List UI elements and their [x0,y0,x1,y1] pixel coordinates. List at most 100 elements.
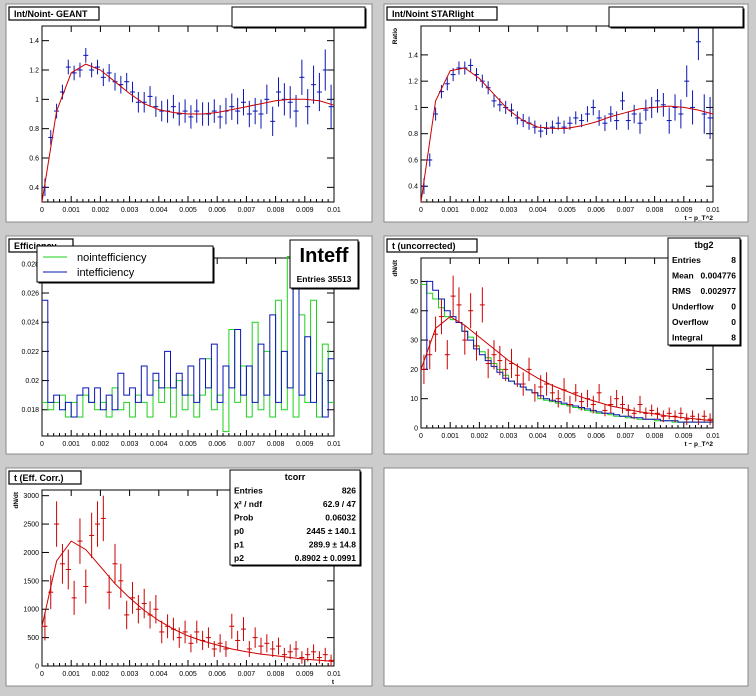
pad-title: Int/Noint STARlight [392,9,474,19]
stats-label: Prob [234,512,253,522]
pad-title: t (uncorrected) [392,241,456,251]
y-tick-label: 1 [414,105,418,112]
pad-frame [383,467,749,687]
y-tick-label: 40 [410,308,418,315]
stats-label: χ² / ndf [234,499,262,509]
y-tick-label: 30 [410,338,418,345]
x-tick-label: 0.004 [529,207,547,214]
pad-5: 0 0.001 0.002 0.003 0.004 0.005 0.006 0.007 0.00… [5,467,373,687]
pad-2: 0 0.001 0.002 0.003 0.004 0.005 0.006 0.007 0.00… [383,3,749,223]
x-tick-label: 0.001 [62,671,80,678]
title-box [386,6,498,21]
stats-label: Entries [234,485,263,495]
x-tick-label: 0.005 [558,207,576,214]
stats-value: 62.9 / 47 [323,499,356,509]
stats-value: 2445 ± 140.1 [306,526,356,536]
x-tick-label: 0.009 [296,441,314,448]
x-tick-label: 0 [40,671,44,678]
y-tick-label: 10 [410,396,418,403]
x-tick-label: 0.01 [327,207,341,214]
stats-value: 8 [731,255,736,265]
y-tick-label: 1.4 [29,38,39,45]
y-tick-label: 20 [410,367,418,374]
y-tick-label: 0.6 [29,156,39,163]
x-tick-label: 0.002 [92,671,110,678]
y-tick-label: 0 [35,664,39,671]
stats-value: 0.004776 [701,270,737,280]
x-tick-label: 0.009 [296,671,314,678]
fit-curve [41,63,335,203]
y-axis-label: Ratio [392,28,399,44]
stats-title: tcorr [285,472,306,482]
x-tick-label: 0.006 [587,433,605,440]
y-tick-label: 0.026 [21,291,39,298]
pad-4: 0 0.001 0.002 0.003 0.004 0.005 0.006 0.007 0.00… [383,235,749,455]
x-tick-label: 0.004 [529,433,547,440]
y-tick-label: 50 [410,279,418,286]
stats-value: 0.002977 [701,286,737,296]
y-tick-label: 1000 [23,607,39,614]
x-tick-label: 0.01 [327,441,341,448]
legend-label: nointefficiency [77,252,147,264]
title-box [386,238,478,253]
x-tick-label: 0.007 [617,207,635,214]
stats-value: 0 [731,301,736,311]
stats-label: Overflow [672,317,709,327]
y-axis-label: dN/dt [13,491,20,508]
pad-title: Efficiency [14,241,57,251]
title-box [8,470,82,485]
pad-frame [5,3,373,223]
x-axis-label: t ~ p_T^2 [684,214,713,222]
x-tick-label: 0 [419,207,423,214]
x-tick-label: 0.001 [441,207,459,214]
x-tick-label: 0.01 [706,433,720,440]
y-tick-label: 0.018 [21,407,39,414]
stats-value: 289.9 ± 14.8 [309,539,356,549]
stats-box [667,237,741,346]
x-tick-label: 0.005 [179,441,197,448]
y-tick-label: 0.4 [408,184,418,191]
x-tick-label: 0.003 [121,441,139,448]
x-tick-label: 0.003 [121,671,139,678]
stats-title: Inteff [300,245,349,267]
x-tick-label: 0.005 [558,433,576,440]
y-tick-label: 0 [414,426,418,433]
y-tick-label: 0.8 [29,126,39,133]
x-tick-label: 0.007 [238,671,256,678]
stats-title: tbg2 [695,240,714,250]
x-tick-label: 0 [40,441,44,448]
pad-title: t (Eff. Corr.) [14,473,64,483]
histogram-intefficiency [42,277,334,418]
y-tick-label: 2000 [23,550,39,557]
x-tick-label: 0.007 [617,433,635,440]
y-tick-label: 1.2 [408,79,418,86]
x-tick-label: 0.009 [675,433,693,440]
x-axis-label: t ~ p_T^2 [684,440,713,448]
x-tick-label: 0.009 [675,207,693,214]
fit-curve [420,315,714,422]
pad-3: 0 0.001 0.002 0.003 0.004 0.005 0.006 0.007 0.00… [5,235,373,455]
stats-label: Mean [672,270,694,280]
stats-label: Integral [672,332,703,342]
stats-label: p2 [234,553,244,563]
x-tick-label: 0.006 [208,671,226,678]
x-tick-label: 0.008 [646,207,664,214]
x-tick-label: 0.004 [150,207,168,214]
x-tick-label: 0.005 [179,671,197,678]
stats-label: p0 [234,526,244,536]
stats-box [229,469,361,566]
pads-layer: 0 0.001 0.002 0.003 0.004 0.005 0.006 0.007 0.00… [5,3,749,687]
legend-label: intefficiency [77,267,135,279]
stats-label: Underflow [672,301,714,311]
x-tick-label: 0.002 [471,433,489,440]
y-tick-label: 0.028 [21,261,39,268]
x-tick-label: 0 [419,433,423,440]
y-tick-label: 0.02 [25,378,39,385]
x-tick-label: 0.003 [500,433,518,440]
x-tick-label: 0.008 [267,671,285,678]
x-tick-label: 0.005 [179,207,197,214]
stats-value: 826 [342,485,356,495]
y-tick-label: 0.4 [29,185,39,192]
legend-box [36,245,214,283]
x-tick-label: 0 [40,207,44,214]
